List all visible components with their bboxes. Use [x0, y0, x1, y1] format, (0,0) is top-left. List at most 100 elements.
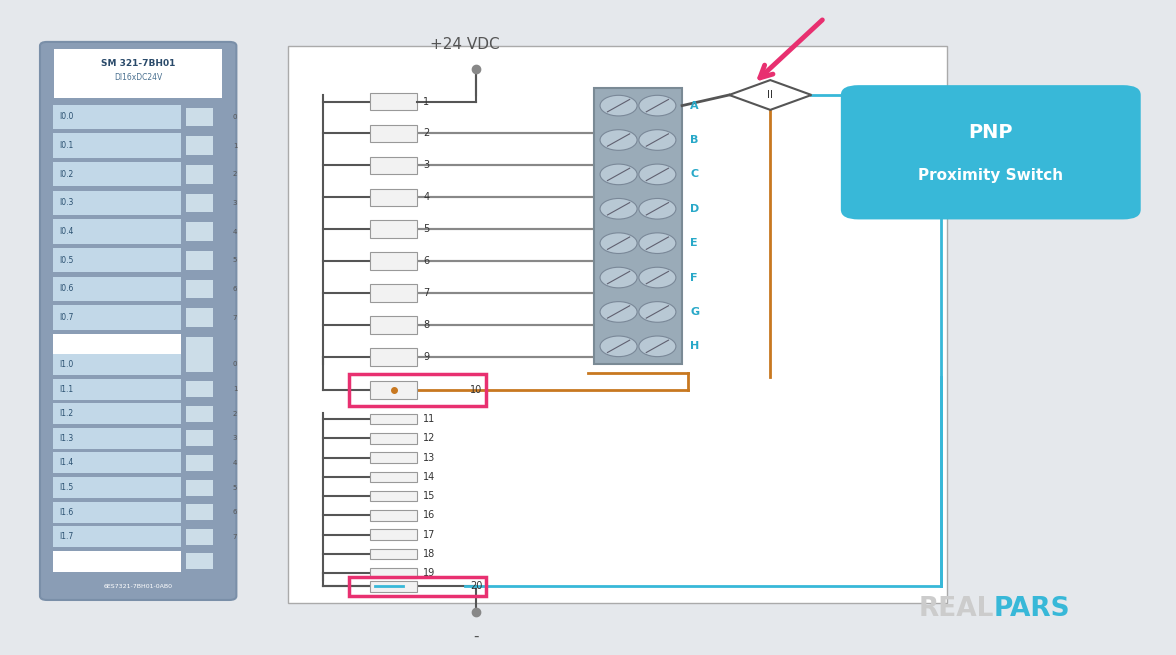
- Text: I0.1: I0.1: [59, 141, 73, 150]
- Text: -: -: [474, 629, 479, 644]
- Bar: [53, 551, 181, 572]
- FancyBboxPatch shape: [841, 85, 1141, 219]
- Bar: [186, 251, 213, 270]
- Text: 7: 7: [233, 314, 238, 321]
- Bar: [53, 403, 181, 424]
- Bar: [53, 134, 181, 158]
- Text: I1.3: I1.3: [59, 434, 73, 443]
- Text: 2: 2: [423, 128, 429, 138]
- Bar: [53, 477, 181, 498]
- Circle shape: [600, 96, 637, 116]
- Text: 5: 5: [233, 485, 238, 491]
- Bar: [53, 453, 181, 474]
- Text: I0.7: I0.7: [59, 313, 73, 322]
- Bar: [53, 219, 181, 244]
- Circle shape: [639, 336, 676, 356]
- Text: 8: 8: [423, 320, 429, 330]
- Bar: [186, 309, 213, 327]
- Polygon shape: [729, 80, 811, 110]
- Text: +24 VDC: +24 VDC: [429, 37, 500, 52]
- Bar: [370, 568, 417, 578]
- Circle shape: [600, 267, 637, 288]
- Bar: [349, 576, 486, 596]
- FancyBboxPatch shape: [40, 42, 236, 600]
- Bar: [370, 453, 417, 463]
- Bar: [53, 105, 181, 129]
- Text: A: A: [690, 101, 699, 111]
- Bar: [370, 157, 417, 174]
- Text: I0.6: I0.6: [59, 284, 73, 293]
- Bar: [53, 277, 181, 301]
- Text: E: E: [690, 238, 697, 248]
- Text: G: G: [690, 307, 700, 317]
- Bar: [186, 356, 213, 373]
- Bar: [370, 549, 417, 559]
- Text: I0.2: I0.2: [59, 170, 73, 179]
- Text: II: II: [767, 90, 774, 100]
- Text: 7: 7: [423, 288, 429, 298]
- Text: I0.5: I0.5: [59, 256, 73, 265]
- Text: 17: 17: [423, 530, 436, 540]
- Text: 7: 7: [233, 534, 238, 540]
- Circle shape: [639, 301, 676, 322]
- Text: 4: 4: [233, 460, 238, 466]
- Bar: [186, 107, 213, 126]
- Text: D: D: [690, 204, 700, 214]
- Bar: [370, 433, 417, 443]
- Text: 5: 5: [233, 257, 238, 263]
- Circle shape: [600, 233, 637, 253]
- Text: C: C: [690, 170, 699, 179]
- Text: 14: 14: [423, 472, 435, 482]
- Text: 6: 6: [423, 256, 429, 266]
- Text: 13: 13: [423, 453, 435, 462]
- Bar: [186, 504, 213, 520]
- Bar: [288, 46, 947, 603]
- Circle shape: [639, 164, 676, 185]
- Bar: [370, 221, 417, 238]
- Bar: [186, 337, 213, 356]
- Bar: [186, 136, 213, 155]
- Bar: [186, 455, 213, 471]
- Circle shape: [600, 198, 637, 219]
- Bar: [53, 502, 181, 523]
- Bar: [370, 124, 417, 142]
- Text: 1: 1: [423, 96, 429, 107]
- Bar: [53, 191, 181, 215]
- Bar: [370, 252, 417, 270]
- Text: 1: 1: [233, 386, 238, 392]
- Bar: [594, 88, 682, 364]
- Text: I0.4: I0.4: [59, 227, 73, 236]
- Bar: [370, 381, 417, 398]
- Text: I1.0: I1.0: [59, 360, 73, 369]
- Circle shape: [600, 164, 637, 185]
- Text: 0: 0: [233, 114, 238, 120]
- Text: 6ES7321-7BH01-0AB0: 6ES7321-7BH01-0AB0: [103, 584, 173, 590]
- Text: I1.4: I1.4: [59, 458, 73, 468]
- Bar: [370, 414, 417, 424]
- Bar: [186, 381, 213, 397]
- Text: 2: 2: [233, 172, 238, 178]
- Circle shape: [639, 267, 676, 288]
- Text: 3: 3: [233, 436, 238, 441]
- Text: 5: 5: [423, 224, 429, 234]
- Text: 12: 12: [423, 434, 436, 443]
- Circle shape: [639, 130, 676, 151]
- Circle shape: [639, 198, 676, 219]
- Text: 10: 10: [470, 384, 482, 395]
- Bar: [53, 428, 181, 449]
- Text: 18: 18: [423, 549, 435, 559]
- Text: I1.7: I1.7: [59, 533, 73, 541]
- Text: 3: 3: [233, 200, 238, 206]
- Bar: [370, 581, 417, 591]
- Text: PNP: PNP: [969, 123, 1013, 142]
- Text: 20: 20: [470, 581, 483, 591]
- Text: I0.3: I0.3: [59, 198, 73, 208]
- Text: 19: 19: [423, 568, 435, 578]
- Bar: [186, 280, 213, 298]
- Text: 2: 2: [233, 411, 238, 417]
- Bar: [370, 93, 417, 110]
- Text: 11: 11: [423, 414, 435, 424]
- Text: 4: 4: [233, 229, 238, 234]
- Text: DI16xDC24V: DI16xDC24V: [114, 73, 162, 82]
- Bar: [53, 527, 181, 548]
